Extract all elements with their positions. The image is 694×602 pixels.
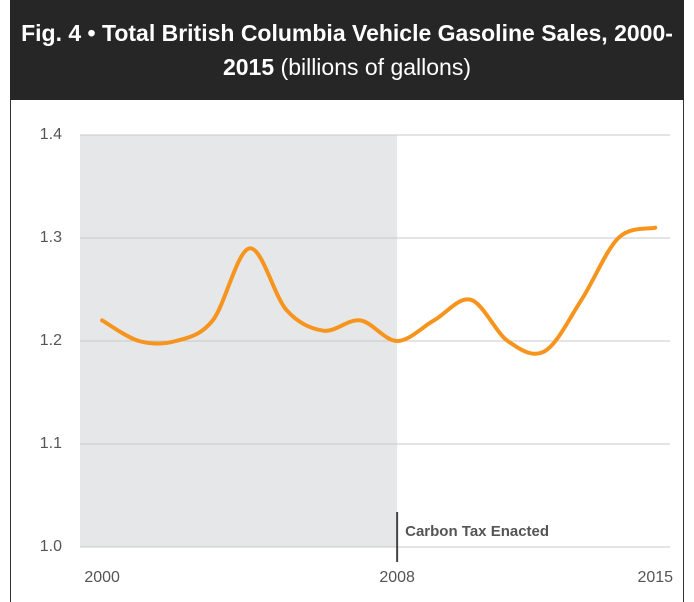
title-box: Fig. 4 • Total British Columbia Vehicle … xyxy=(10,0,684,100)
chart-subtitle: (billions of gallons) xyxy=(280,54,472,80)
annotation-text: Carbon Tax Enacted xyxy=(405,523,549,540)
y-tick-label: 1.1 xyxy=(40,435,62,452)
title-wrap: Fig. 4 • Total British Columbia Vehicle … xyxy=(10,16,684,84)
chart-title: Fig. 4 • Total British Columbia Vehicle … xyxy=(21,20,673,80)
y-tick-label: 1.2 xyxy=(40,332,62,349)
x-tick-label: 2015 xyxy=(637,569,673,586)
data-line xyxy=(100,225,658,356)
y-tick-label: 1.4 xyxy=(40,126,62,143)
y-tick-label: 1.0 xyxy=(40,538,62,555)
y-tick-label: 1.3 xyxy=(40,229,62,246)
x-tick-label: 2000 xyxy=(84,569,120,586)
x-tick-label: 2008 xyxy=(379,569,415,586)
